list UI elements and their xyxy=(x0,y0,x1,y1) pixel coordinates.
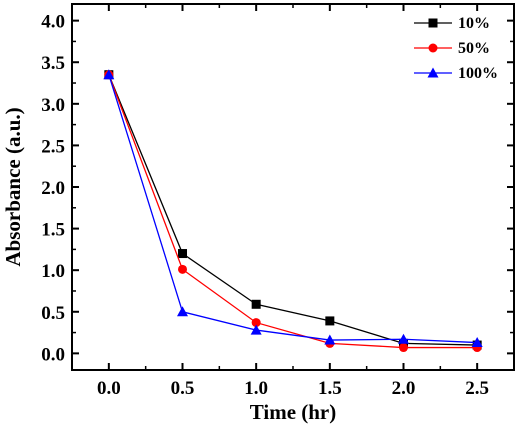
y-tick-label: 1.5 xyxy=(41,220,65,241)
x-tick-label: 1.5 xyxy=(318,378,342,399)
legend-label: 100% xyxy=(458,65,498,82)
data-point xyxy=(250,324,262,335)
series-line-1 xyxy=(108,74,478,349)
y-tick-label: 2.5 xyxy=(41,136,65,157)
legend-label: 50% xyxy=(458,40,490,57)
x-tick-label: 0.5 xyxy=(171,378,195,399)
data-point xyxy=(103,69,115,80)
x-tick-label: 0.0 xyxy=(97,378,121,399)
y-tick-label: 3.0 xyxy=(41,95,65,116)
data-point xyxy=(178,264,187,274)
series-layer xyxy=(103,69,483,353)
series-2 xyxy=(103,69,483,348)
x-tick-label: 2.5 xyxy=(465,378,489,399)
data-point xyxy=(399,343,408,353)
x-axis-title: Time (hr) xyxy=(250,400,337,424)
legend: 10% 50% 100% xyxy=(414,15,498,82)
series-0 xyxy=(104,70,482,350)
data-point xyxy=(324,334,336,345)
axes: 0.0 0.5 1.0 1.5 2.0 2.5 0.0 0.5 1.0 1.5 2.0 2.5 3.0 3… xyxy=(41,3,515,399)
data-point xyxy=(251,318,261,328)
series-line-0 xyxy=(108,74,478,346)
plot-frame xyxy=(71,3,515,371)
series-line-2 xyxy=(108,74,478,344)
data-point xyxy=(178,249,187,259)
y-axis-title: Absorbance (a.u.) xyxy=(1,107,25,266)
y-tick-label: 1.0 xyxy=(41,261,65,282)
y-tick-label: 0.0 xyxy=(41,344,65,365)
data-point xyxy=(251,299,261,309)
data-point xyxy=(398,333,409,344)
legend-marker xyxy=(427,67,439,78)
y-tick-label: 2.0 xyxy=(41,178,65,199)
legend-marker xyxy=(428,18,438,28)
series-1 xyxy=(104,70,482,353)
y-tick-label: 3.5 xyxy=(41,53,65,74)
data-point xyxy=(325,316,335,326)
legend-label: 10% xyxy=(458,15,490,32)
x-tick-label: 2.0 xyxy=(392,378,416,399)
data-point xyxy=(471,337,483,348)
y-tick-label: 4.0 xyxy=(41,12,65,33)
y-tick-label: 0.5 xyxy=(41,303,65,324)
data-point xyxy=(177,306,188,317)
legend-marker xyxy=(428,43,438,53)
x-tick-label: 1.0 xyxy=(244,378,268,399)
